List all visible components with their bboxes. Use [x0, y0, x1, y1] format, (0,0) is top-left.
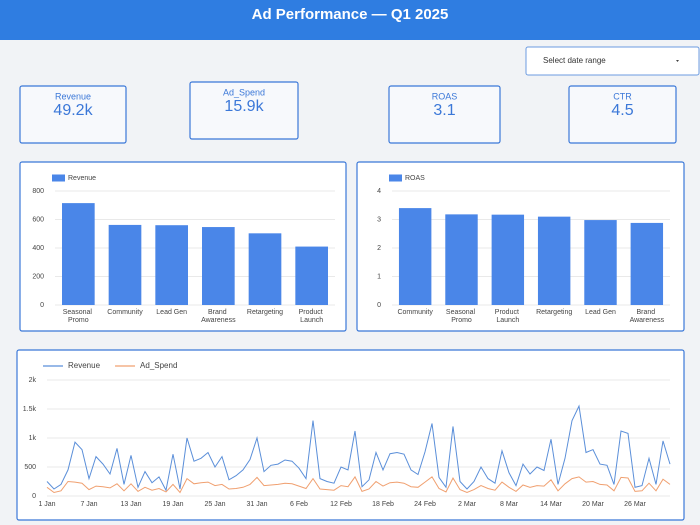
y-tick-label: 0 [40, 302, 44, 309]
bar [537, 216, 571, 305]
kpi-label: Revenue [55, 91, 91, 101]
x-tick-label: Lead Gen [156, 309, 187, 316]
x-tick-label: 24 Feb [414, 501, 436, 508]
x-tick-label: Product Launch [495, 309, 521, 324]
x-tick-label: Brand Awareness [201, 309, 236, 324]
bar [491, 214, 525, 305]
y-tick-label: 600 [32, 216, 44, 223]
kpi-label: ROAS [432, 91, 458, 101]
bar [445, 214, 478, 305]
y-tick-label: 1 [377, 273, 381, 280]
dropdown-label[interactable]: Select date range [543, 56, 606, 65]
bar [155, 225, 188, 305]
x-tick-label: 31 Jan [246, 501, 267, 508]
kpi-label: Ad_Spend [223, 87, 265, 97]
bar [584, 220, 617, 305]
y-tick-label: 2k [29, 377, 37, 384]
kpi-card [19, 85, 127, 144]
x-tick-label: 18 Feb [372, 501, 394, 508]
x-tick-label: Community [107, 309, 143, 316]
x-tick-label: 12 Feb [330, 501, 352, 508]
x-tick-label: 25 Jan [204, 501, 225, 508]
header-title: Ad Performance — Q1 2025 [252, 6, 449, 23]
kpi-card [568, 85, 677, 144]
dropdown-arrow[interactable] [676, 60, 679, 62]
dropdown-box[interactable] [525, 46, 700, 76]
x-tick-label: Product Launch [299, 309, 325, 324]
legend-label: ROAS [405, 175, 425, 182]
x-tick-label: Lead Gen [585, 309, 616, 316]
line-series [46, 404, 671, 492]
kpi-value: 4.5 [611, 102, 633, 119]
bar [295, 246, 328, 305]
kpi-value: 3.1 [433, 102, 455, 119]
y-tick-label: 1.5k [23, 406, 37, 413]
y-tick-label: 2 [377, 245, 381, 252]
x-tick-label: 6 Feb [290, 501, 308, 508]
kpi-value: 15.9k [224, 98, 264, 115]
x-tick-label: 8 Mar [500, 501, 519, 508]
bar [108, 224, 142, 305]
x-tick-label: 20 Mar [582, 501, 604, 508]
y-tick-label: 0 [32, 493, 36, 500]
x-tick-label: Seasonal Promo [446, 309, 477, 324]
bar [248, 233, 282, 305]
legend-label: Revenue [68, 175, 96, 182]
kpi-card [388, 85, 501, 144]
x-tick-label: 2 Mar [458, 501, 477, 508]
x-tick-label: 7 Jan [80, 501, 97, 508]
y-tick-label: 500 [24, 464, 36, 471]
bar [398, 208, 432, 305]
y-tick-label: 200 [32, 273, 44, 280]
header-bar [0, 0, 700, 40]
y-tick-label: 800 [32, 188, 44, 195]
x-tick-label: Brand Awareness [630, 309, 665, 324]
x-tick-label: Community [397, 309, 433, 316]
y-tick-label: 4 [377, 188, 381, 195]
x-tick-label: 13 Jan [120, 501, 141, 508]
y-tick-label: 3 [377, 216, 381, 223]
legend-label: Revenue [68, 361, 101, 370]
y-tick-label: 0 [377, 302, 381, 309]
bar [630, 222, 664, 305]
x-tick-label: 1 Jan [38, 501, 55, 508]
y-tick-label: 1k [29, 435, 37, 442]
kpi-card [189, 81, 299, 140]
x-tick-label: 14 Mar [540, 501, 562, 508]
legend-label: Ad_Spend [140, 361, 177, 370]
x-tick-label: 26 Mar [624, 501, 646, 508]
bar [202, 227, 235, 305]
x-tick-label: Retargeting [536, 309, 572, 316]
kpi-label: CTR [613, 91, 632, 101]
x-tick-label: 19 Jan [162, 501, 183, 508]
date-dropdown[interactable]: Select date range [525, 46, 700, 76]
x-tick-label: Seasonal Promo [63, 309, 94, 324]
chart-panel [16, 349, 685, 521]
kpi-value: 49.2k [53, 102, 93, 119]
x-tick-label: Retargeting [247, 309, 283, 316]
bar [62, 203, 95, 305]
legend-swatch [389, 174, 402, 182]
legend-swatch [52, 174, 65, 182]
y-tick-label: 400 [32, 245, 44, 252]
line-series [46, 475, 671, 494]
